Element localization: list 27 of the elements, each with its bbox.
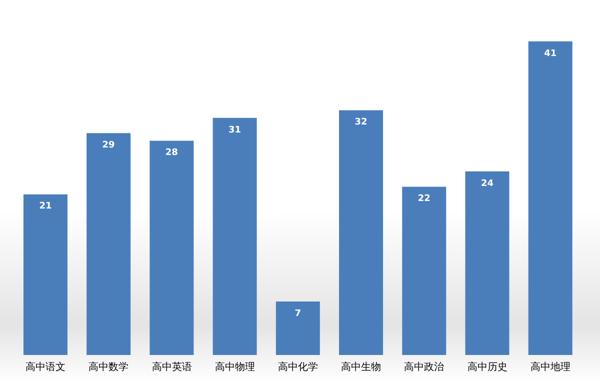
bar (402, 186, 446, 355)
x-tick-label: 高中历史 (467, 361, 508, 374)
bar (465, 171, 510, 355)
bar (86, 133, 131, 355)
bar (150, 140, 194, 355)
bar (212, 118, 257, 355)
data-label: 29 (102, 140, 115, 151)
data-label: 31 (228, 125, 242, 136)
data-label: 32 (354, 118, 368, 128)
bar (528, 41, 572, 355)
x-tick-label: 高中数学 (88, 361, 129, 374)
data-label: 41 (544, 48, 557, 59)
data-label: 28 (165, 148, 178, 158)
data-label: 24 (480, 178, 494, 189)
data-label: 7 (294, 308, 302, 319)
bar (339, 110, 384, 355)
data-label: 22 (418, 194, 430, 204)
data-label: 21 (39, 202, 52, 212)
x-tick-label: 高中化学 (278, 361, 318, 374)
bar (23, 194, 68, 355)
x-tick-label: 高中英语 (152, 361, 192, 374)
x-tick-label: 高中地理 (530, 361, 570, 374)
x-tick-label: 高中语文 (26, 361, 66, 374)
x-tick-label: 高中物理 (214, 361, 255, 374)
x-tick-label: 高中生物 (341, 361, 382, 374)
bar (276, 301, 320, 355)
x-tick-label: 高中政治 (404, 361, 444, 374)
